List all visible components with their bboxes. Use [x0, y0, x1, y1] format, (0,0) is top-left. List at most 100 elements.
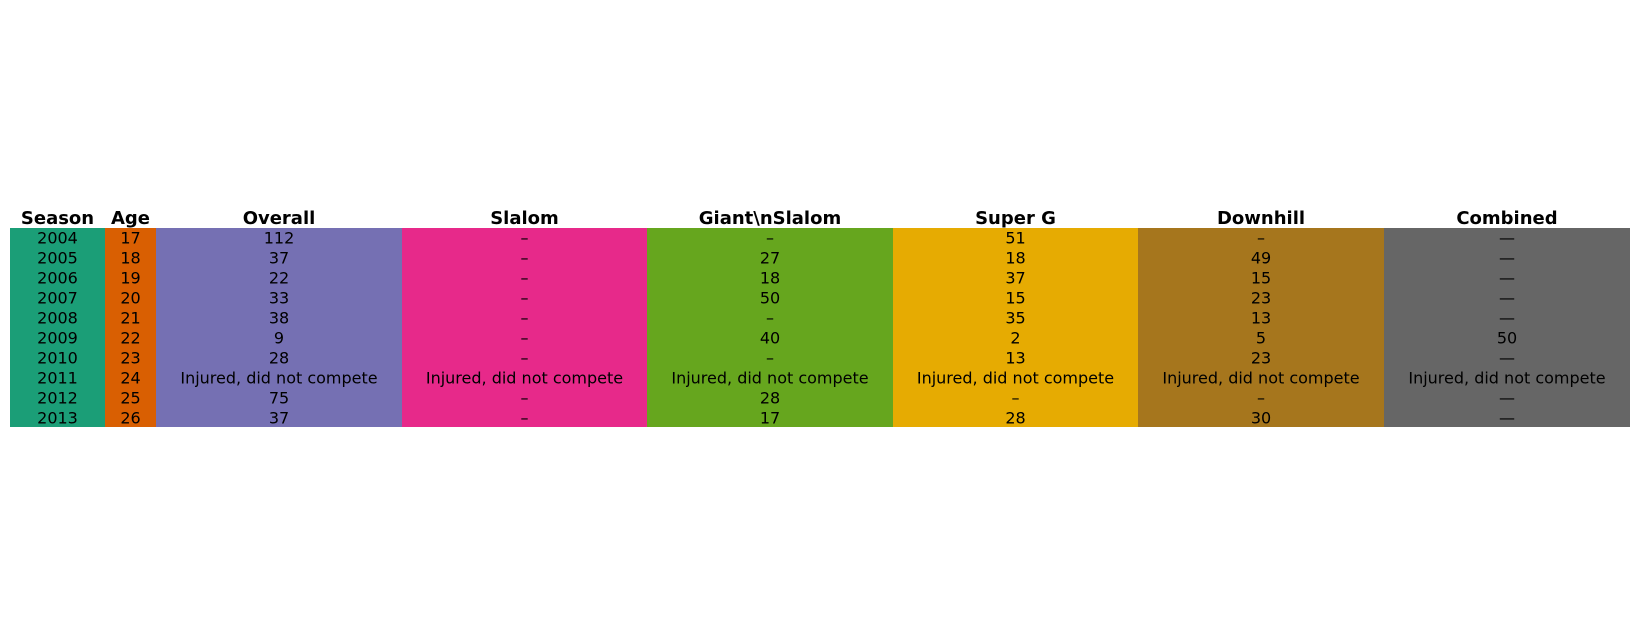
- table-cell: 26: [120, 409, 140, 428]
- table-cell: –: [521, 389, 529, 408]
- table-cell: —: [1499, 349, 1515, 368]
- table-cell: 15: [1251, 269, 1271, 288]
- table-cell: 2005: [37, 249, 78, 268]
- column-header-combined: Combined: [1456, 208, 1557, 229]
- table-cell: —: [1499, 309, 1515, 328]
- column-header-overall: Overall: [243, 208, 316, 229]
- table-cell: 9: [274, 329, 284, 348]
- table-cell: 2007: [37, 289, 78, 308]
- table-cell: 37: [269, 409, 289, 428]
- table-row: 2008 21 38 – – 35 13 —: [37, 309, 1515, 328]
- column-bg-slalom: [402, 228, 647, 427]
- table-cell: –: [521, 349, 529, 368]
- table-cell: 38: [269, 309, 289, 328]
- table-cell: 2013: [37, 409, 78, 428]
- table-cell: 20: [120, 289, 140, 308]
- column-header-super-g: Super G: [975, 208, 1056, 229]
- table-cell: 22: [269, 269, 289, 288]
- column-header-age: Age: [111, 208, 150, 229]
- column-bg-season: [10, 228, 105, 427]
- column-bg-giant-nslalom: [647, 228, 893, 427]
- table-cell: 51: [1005, 229, 1025, 248]
- table-cell: —: [1499, 269, 1515, 288]
- table-cell: 24: [120, 369, 140, 388]
- table-cell: Injured, did not compete: [917, 369, 1114, 388]
- table-cell: –: [521, 309, 529, 328]
- table-cell: 28: [269, 349, 289, 368]
- table-cell: 2010: [37, 349, 78, 368]
- table-row: 2006 19 22 – 18 37 15 —: [37, 269, 1515, 288]
- table-cell: –: [521, 289, 529, 308]
- table-cell: 75: [269, 389, 289, 408]
- table-row: 2005 18 37 – 27 18 49 —: [37, 249, 1515, 268]
- table-cell: 49: [1251, 249, 1271, 268]
- table-cell: –: [1012, 389, 1020, 408]
- table-cell: 23: [1251, 349, 1271, 368]
- column-header-slalom: Slalom: [490, 208, 559, 229]
- table-cell: 50: [1497, 329, 1517, 348]
- table-cell: 50: [760, 289, 780, 308]
- table-cell: 28: [760, 389, 780, 408]
- table-cell: —: [1499, 389, 1515, 408]
- table-cell: 19: [120, 269, 140, 288]
- table-cell: 2012: [37, 389, 78, 408]
- table-row: 2009 22 9 – 40 2 5 50: [37, 329, 1517, 348]
- table-cell: 13: [1251, 309, 1271, 328]
- table-cell: –: [766, 349, 774, 368]
- table-cell: 18: [760, 269, 780, 288]
- column-headers: Season Age Overall Slalom Giant\nSlalom Super…: [21, 208, 1558, 229]
- table-cell: Injured, did not compete: [1162, 369, 1359, 388]
- table-cell: –: [766, 229, 774, 248]
- table-cell: 2004: [37, 229, 78, 248]
- column-backgrounds: [10, 228, 1630, 427]
- table-row: 2012 25 75 – 28 – – —: [37, 389, 1515, 408]
- column-header-season: Season: [21, 208, 94, 229]
- table-cell: –: [521, 229, 529, 248]
- table-cell: –: [1257, 229, 1265, 248]
- table-cell: Injured, did not compete: [426, 369, 623, 388]
- table-cell: 37: [1005, 269, 1025, 288]
- table-cell: 25: [120, 389, 140, 408]
- table-row: 2010 23 28 – – 13 23 —: [37, 349, 1515, 368]
- table-cell: Injured, did not compete: [1408, 369, 1605, 388]
- table-cell: 17: [120, 229, 140, 248]
- table-cell: 2009: [37, 329, 78, 348]
- column-bg-super-g: [893, 228, 1138, 427]
- table-cell: 21: [120, 309, 140, 328]
- table-cell: –: [521, 269, 529, 288]
- table-cell: —: [1499, 249, 1515, 268]
- table-cell: 30: [1251, 409, 1271, 428]
- table-cell: –: [1257, 389, 1265, 408]
- table-cell: 112: [264, 229, 295, 248]
- table-cell: 35: [1005, 309, 1025, 328]
- table-cells: 2004 17 112– –51– —2005 18 37–27 18 49 —2006 19 22–…: [37, 229, 1605, 428]
- table-cell: 2011: [37, 369, 78, 388]
- table-row: 2007 20 33 – 50 15 23 —: [37, 289, 1515, 308]
- table-row: 2013 26 37 – 17 28 30 —: [37, 409, 1515, 428]
- table-row: 2011 24 Injured, did not compete Injured, d…: [37, 369, 1605, 388]
- table-row: 2004 17 112 – – 51 – —: [37, 229, 1515, 248]
- table-cell: 33: [269, 289, 289, 308]
- table-cell: –: [521, 409, 529, 428]
- table-cell: 40: [760, 329, 780, 348]
- table-cell: —: [1499, 229, 1515, 248]
- table-cell: 17: [760, 409, 780, 428]
- table-cell: 22: [120, 329, 140, 348]
- table-cell: 37: [269, 249, 289, 268]
- table-cell: 15: [1005, 289, 1025, 308]
- table-cell: 23: [1251, 289, 1271, 308]
- column-bg-combined: [1384, 228, 1630, 427]
- table-cell: 28: [1005, 409, 1025, 428]
- column-header-downhill: Downhill: [1217, 208, 1305, 229]
- table-cell: 13: [1005, 349, 1025, 368]
- table-cell: –: [521, 249, 529, 268]
- table-cell: 18: [1005, 249, 1025, 268]
- table-cell: 23: [120, 349, 140, 368]
- table-cell: Injured, did not compete: [671, 369, 868, 388]
- table-cell: 18: [120, 249, 140, 268]
- column-bg-overall: [156, 228, 402, 427]
- table-cell: 2: [1010, 329, 1020, 348]
- table-cell: –: [521, 329, 529, 348]
- table-cell: –: [766, 309, 774, 328]
